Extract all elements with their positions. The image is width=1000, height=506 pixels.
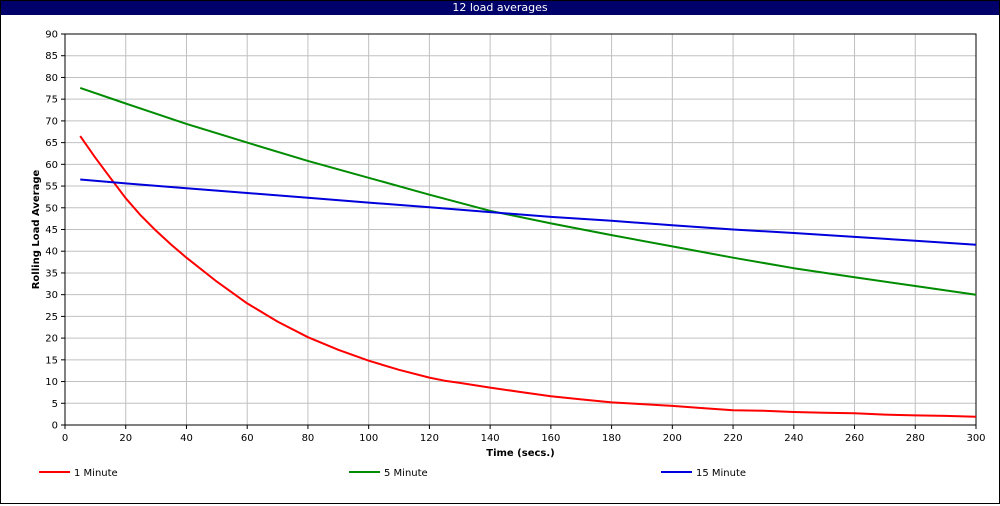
y-axis-label: Rolling Load Average xyxy=(31,170,42,290)
x-tick-label: 260 xyxy=(845,433,864,444)
x-tick-label: 280 xyxy=(906,433,925,444)
x-axis-label: Time (secs.) xyxy=(486,448,555,459)
y-tick-label: 20 xyxy=(45,334,58,345)
y-tick-label: 60 xyxy=(45,160,58,171)
series-line-1 xyxy=(79,135,977,418)
chart-title: 12 load averages xyxy=(1,1,999,15)
series-line-2 xyxy=(79,86,977,296)
x-tick-label: 180 xyxy=(602,433,621,444)
x-tick-label: 40 xyxy=(180,433,193,444)
y-tick-label: 45 xyxy=(45,225,58,236)
x-tick-label: 140 xyxy=(481,433,500,444)
y-tick-label: 10 xyxy=(45,377,58,388)
y-tick-label: 15 xyxy=(45,355,58,366)
y-tick-label: 65 xyxy=(45,138,58,149)
series-line-3 xyxy=(80,178,977,246)
y-tick-label: 75 xyxy=(45,95,58,106)
x-tick-label: 0 xyxy=(62,433,68,444)
y-tick-label: 5 xyxy=(52,399,58,410)
x-tick-label: 220 xyxy=(724,433,743,444)
y-tick-label: 55 xyxy=(45,182,58,193)
y-tick-label: 0 xyxy=(52,421,58,432)
line-chart: 0 20 40 60 80 100 120 140 160 180 200 220 240 260 280 3… xyxy=(31,30,986,480)
x-tick-label: 100 xyxy=(359,433,378,444)
x-tick-label: 120 xyxy=(420,433,439,444)
x-tick-label: 160 xyxy=(541,433,560,444)
y-tick-label: 25 xyxy=(45,312,58,323)
x-tick-label: 200 xyxy=(663,433,682,444)
y-tick-label: 50 xyxy=(45,203,58,214)
y-tick-label: 80 xyxy=(45,73,58,84)
x-tick-label: 300 xyxy=(966,433,985,444)
x-tick-label: 240 xyxy=(784,433,803,444)
x-tick-label: 60 xyxy=(241,433,254,444)
legend-label: 1 Minute xyxy=(74,468,118,479)
x-tick-label: 20 xyxy=(119,433,132,444)
y-tick-label: 35 xyxy=(45,268,58,279)
y-tick-label: 40 xyxy=(45,247,58,258)
y-tick-label: 70 xyxy=(45,116,58,127)
legend-label: 5 Minute xyxy=(384,468,428,479)
y-tick-label: 30 xyxy=(45,290,58,301)
y-tick-label: 90 xyxy=(45,30,58,41)
x-tick-label: 80 xyxy=(302,433,315,444)
legend-label: 15 Minute xyxy=(696,468,746,479)
y-tick-label: 85 xyxy=(45,51,58,62)
